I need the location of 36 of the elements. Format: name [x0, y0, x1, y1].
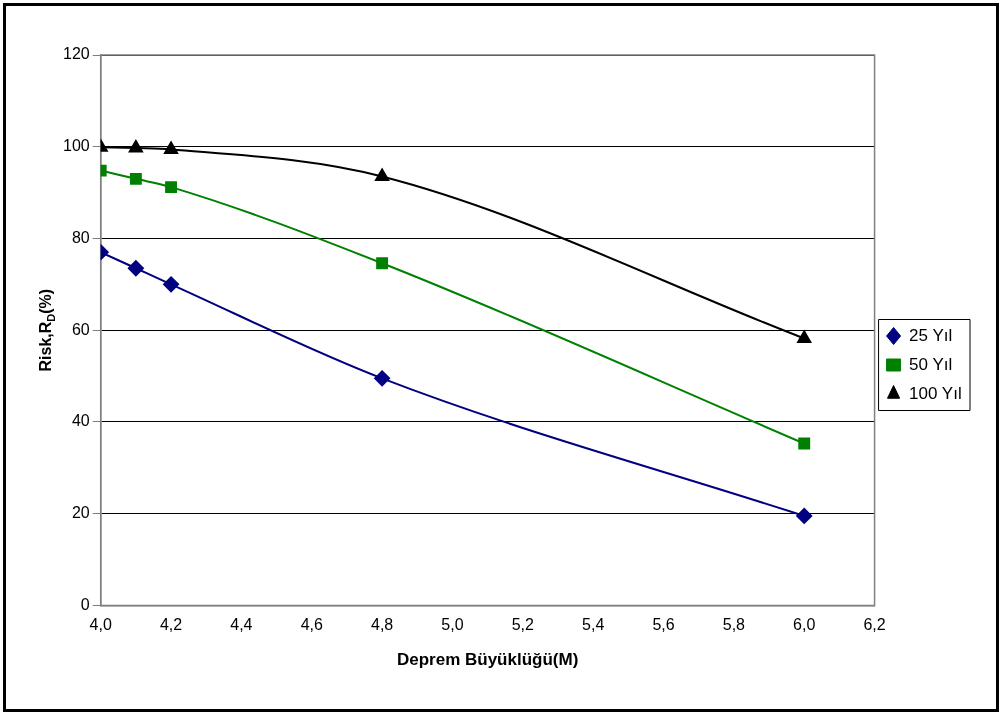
point	[798, 437, 811, 450]
legend-label: 50 Yıl	[909, 354, 953, 374]
point	[797, 330, 812, 343]
x-tick-label: 5,0	[441, 616, 464, 634]
point	[796, 507, 813, 524]
x-tick-label: 6,0	[793, 616, 816, 634]
x-tick-label: 4,4	[230, 616, 253, 634]
y-tick-label: 80	[71, 228, 90, 246]
x-tick-label: 5,8	[722, 616, 746, 634]
point	[165, 181, 177, 194]
legend-label: 25 Yıl	[909, 325, 953, 345]
y-axis-title: Risk,RD(%)	[37, 288, 57, 372]
x-tick-label: 5,2	[511, 616, 535, 634]
point	[376, 257, 389, 270]
y-tick-label: 0	[80, 595, 90, 613]
y-tick-label: 20	[71, 504, 90, 522]
y-tick-label: 120	[62, 45, 90, 63]
x-tick-label: 4,2	[159, 616, 183, 634]
x-tick-label: 4,6	[300, 616, 323, 634]
y-tick-label: 60	[71, 320, 90, 338]
x-tick-label: 4,8	[370, 616, 394, 634]
point	[127, 260, 144, 277]
point	[163, 276, 180, 293]
x-axis-title: Deprem Büyüklüğü(M)	[396, 650, 579, 670]
y-tick-label: 40	[71, 412, 90, 430]
x-tick-label: 6,2	[863, 616, 886, 634]
x-tick-label: 5,6	[652, 616, 675, 634]
point	[129, 172, 142, 185]
point	[128, 140, 143, 153]
point	[374, 370, 391, 387]
y-tick-label: 100	[62, 137, 90, 155]
x-tick-label: 4,0	[89, 616, 112, 634]
point	[375, 168, 390, 182]
point	[163, 141, 179, 154]
legend-label: 100 Yıl	[909, 383, 962, 403]
x-tick-label: 5,4	[582, 616, 605, 634]
